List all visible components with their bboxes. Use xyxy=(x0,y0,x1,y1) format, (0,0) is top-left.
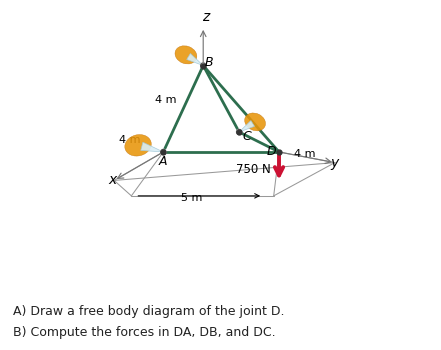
Text: B) Compute the forces in DA, DB, and DC.: B) Compute the forces in DA, DB, and DC. xyxy=(13,326,276,339)
Polygon shape xyxy=(239,120,254,132)
Text: z: z xyxy=(202,10,209,24)
Text: x: x xyxy=(108,173,117,187)
Ellipse shape xyxy=(125,134,151,156)
Text: 5 m: 5 m xyxy=(180,193,202,203)
Text: 750 N: 750 N xyxy=(236,163,271,176)
Text: B: B xyxy=(205,56,213,69)
Text: A) Draw a free body diagram of the joint D.: A) Draw a free body diagram of the joint… xyxy=(13,304,285,317)
Ellipse shape xyxy=(175,46,197,64)
Text: 4 m: 4 m xyxy=(155,95,177,105)
Ellipse shape xyxy=(245,113,265,131)
Circle shape xyxy=(161,149,166,155)
Circle shape xyxy=(201,63,206,68)
Text: A: A xyxy=(159,155,168,168)
Text: y: y xyxy=(331,156,339,170)
Text: C: C xyxy=(242,130,251,143)
Text: D: D xyxy=(266,145,276,158)
Text: 4 m: 4 m xyxy=(119,135,140,145)
Circle shape xyxy=(236,130,242,135)
Text: 4 m: 4 m xyxy=(294,149,316,159)
Polygon shape xyxy=(187,54,203,65)
Polygon shape xyxy=(141,142,163,152)
